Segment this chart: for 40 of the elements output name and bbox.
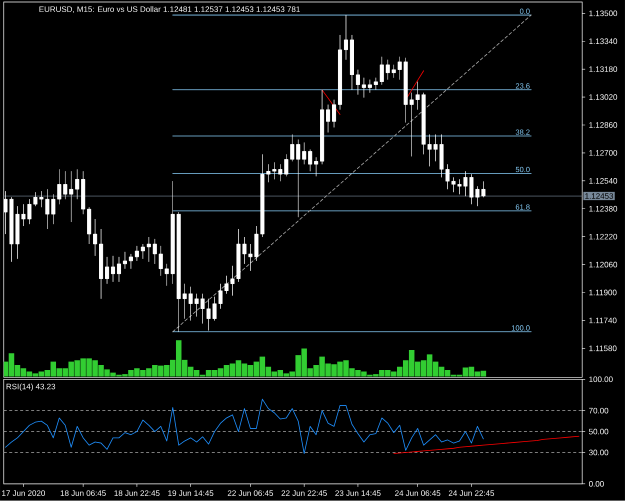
candlestick: [224, 276, 229, 294]
candlestick: [440, 134, 444, 178]
candlestick: [236, 228, 241, 282]
candlestick: [105, 256, 110, 284]
candlestick: [344, 14, 348, 60]
candlestick: [218, 284, 223, 310]
candlestick: [122, 252, 128, 270]
candlestick: [99, 228, 104, 300]
candlestick: [350, 34, 354, 90]
candlestick: [230, 266, 235, 296]
candlestick: [374, 78, 378, 90]
candlestick: [248, 244, 252, 272]
candlestick: [338, 34, 342, 110]
candlestick: [434, 134, 438, 162]
candlestick: [15, 206, 20, 260]
candlestick: [93, 218, 98, 256]
candlestick: [128, 254, 133, 270]
candlestick: [445, 164, 450, 190]
candlestick: [332, 100, 336, 128]
candlestick: [368, 79, 372, 94]
candlestick: [356, 70, 360, 95]
candlestick: [116, 256, 122, 282]
candlestick: [212, 296, 217, 321]
candlestick: [469, 174, 474, 205]
candlestick: [481, 181, 486, 198]
candlestick: [457, 179, 462, 195]
candlestick: [242, 236, 246, 264]
candlestick: [206, 298, 211, 331]
candlestick: [463, 171, 468, 197]
candlestick: [362, 78, 366, 98]
candlestick: [21, 204, 26, 226]
candlestick: [451, 177, 456, 193]
candlestick: [110, 256, 116, 282]
candlestick: [326, 104, 330, 133]
candlestick: [9, 197, 14, 262]
candlestick: [134, 246, 139, 262]
candlestick: [320, 90, 324, 165]
candlestick: [27, 199, 32, 224]
candlestick: [475, 186, 480, 206]
candlestick: [266, 164, 270, 183]
